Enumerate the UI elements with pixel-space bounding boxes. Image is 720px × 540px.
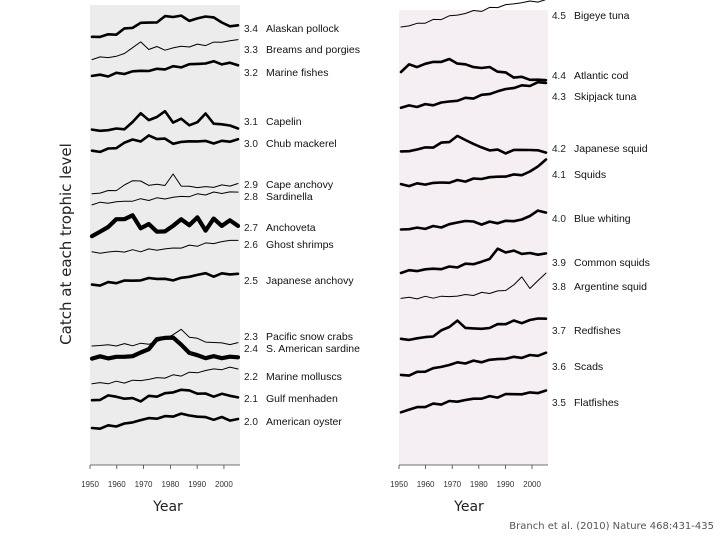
x-tick-label: 1960 bbox=[108, 480, 126, 489]
trophic-level-label: 3.0 bbox=[244, 139, 258, 150]
series-line-gulf-menhaden bbox=[90, 388, 240, 403]
trophic-level-label: 3.3 bbox=[244, 45, 258, 56]
series-name-label: Breams and porgies bbox=[266, 44, 360, 56]
x-tick-label: 2000 bbox=[523, 480, 541, 489]
series-line-japanese-squid bbox=[399, 134, 548, 155]
trophic-level-label: 2.1 bbox=[244, 394, 258, 405]
series-name-label: Cape anchovy bbox=[266, 179, 334, 191]
trophic-level-label: 4.2 bbox=[552, 144, 566, 155]
series-name-label: Gulf menhaden bbox=[266, 393, 338, 405]
x-tick-label: 1980 bbox=[470, 480, 488, 489]
trophic-level-label: 2.9 bbox=[244, 180, 258, 191]
series-name-label: Squids bbox=[574, 169, 606, 181]
trophic-level-label: 2.8 bbox=[244, 192, 258, 203]
series-name-label: Bigeye tuna bbox=[574, 10, 630, 22]
x-tick-label: 1990 bbox=[188, 480, 206, 489]
x-tick-label: 1970 bbox=[135, 480, 153, 489]
series-line-atlantic-cod bbox=[399, 57, 548, 82]
series-line-sardinella bbox=[91, 191, 239, 206]
trophic-level-label: 3.5 bbox=[552, 398, 566, 409]
trophic-level-label: 3.1 bbox=[244, 117, 258, 128]
trophic-level-label: 2.6 bbox=[244, 240, 258, 251]
series-name-label: Pacific snow crabs bbox=[266, 331, 353, 343]
trophic-level-label: 3.8 bbox=[552, 282, 566, 293]
series-name-label: Alaskan pollock bbox=[266, 23, 340, 35]
trophic-level-label: 2.7 bbox=[244, 223, 258, 234]
series-name-label: Capelin bbox=[266, 116, 302, 128]
series-name-label: Blue whiting bbox=[574, 213, 631, 225]
series-name-label: Anchoveta bbox=[266, 222, 316, 234]
series-line-cape-anchovy bbox=[91, 173, 239, 195]
series-line-alaskan-pollock bbox=[90, 14, 240, 39]
series-line-chub-mackerel bbox=[90, 134, 240, 154]
series-line-breams-and-porgies bbox=[91, 39, 239, 61]
right-panel: 1950 1960 1970 1980 1990 2000 Year 4.5 Bigeye tu… bbox=[390, 0, 650, 515]
series-line-capelin bbox=[90, 109, 240, 133]
x-tick-label: 1960 bbox=[417, 480, 435, 489]
trophic-level-label: 3.7 bbox=[552, 326, 566, 337]
trophic-level-label: 3.9 bbox=[552, 258, 566, 269]
y-axis-label: Catch at each trophic level bbox=[57, 143, 75, 345]
x-axis-label: Year bbox=[152, 499, 183, 515]
series-name-label: Flatfishes bbox=[574, 397, 619, 409]
trophic-level-label: 3.2 bbox=[244, 68, 258, 79]
x-axis-label: Year bbox=[453, 499, 484, 515]
trophic-level-label: 2.0 bbox=[244, 417, 258, 428]
trophic-level-label: 2.3 bbox=[244, 332, 258, 343]
series-line-skipjack-tuna bbox=[399, 80, 548, 110]
series-name-label: Atlantic cod bbox=[574, 70, 628, 82]
trophic-level-label: 4.1 bbox=[552, 170, 566, 181]
series-line-s-american-sardine bbox=[89, 335, 241, 361]
x-tick-label: 1950 bbox=[81, 480, 99, 489]
series-line-bigeye-tuna bbox=[400, 0, 547, 28]
trophic-level-label: 4.3 bbox=[552, 92, 566, 103]
x-tick-label: 1970 bbox=[443, 480, 461, 489]
series-line-american-oyster bbox=[90, 412, 240, 430]
series-name-label: Argentine squid bbox=[574, 281, 647, 293]
series-name-label: S. American sardine bbox=[266, 343, 360, 355]
series-line-scads bbox=[399, 351, 548, 377]
series-line-blue-whiting bbox=[399, 209, 548, 231]
series-line-flatfishes bbox=[399, 389, 548, 414]
series-name-label: Ghost shrimps bbox=[266, 239, 334, 251]
citation: Branch et al. (2010) Nature 468:431-435 bbox=[509, 521, 714, 532]
series-line-ghost-shrimps bbox=[91, 239, 239, 254]
series-line-redfishes bbox=[399, 317, 548, 342]
series-line-squids bbox=[399, 158, 548, 188]
left-panel: 1950 1960 1970 1980 1990 2000 Year 3.4 Alaskan p… bbox=[81, 5, 360, 515]
series-name-label: Marine fishes bbox=[266, 67, 328, 79]
series-name-label: Skipjack tuna bbox=[574, 91, 637, 103]
trophic-level-label: 3.6 bbox=[552, 362, 566, 373]
series-name-label: Chub mackerel bbox=[266, 138, 337, 150]
series-name-label: Scads bbox=[574, 361, 603, 373]
series-line-argentine-squid bbox=[400, 272, 547, 300]
series-name-label: Marine molluscs bbox=[266, 371, 342, 383]
trophic-level-label: 4.4 bbox=[552, 71, 566, 82]
series-line-marine-fishes bbox=[90, 59, 240, 78]
trophic-level-label: 2.4 bbox=[244, 344, 258, 355]
trophic-level-label: 2.5 bbox=[244, 276, 258, 287]
series-line-common-squids bbox=[399, 247, 548, 275]
series-name-label: American oyster bbox=[266, 416, 342, 428]
series-line-anchoveta bbox=[89, 213, 241, 239]
x-tick-label: 1980 bbox=[161, 480, 179, 489]
trophic-level-label: 4.5 bbox=[552, 11, 566, 22]
trophic-level-label: 3.4 bbox=[244, 24, 258, 35]
series-name-label: Redfishes bbox=[574, 325, 621, 337]
series-line-marine-molluscs bbox=[91, 366, 239, 385]
x-tick-label: 1990 bbox=[497, 480, 515, 489]
series-line-japanese-anchovy bbox=[90, 271, 240, 287]
series-name-label: Common squids bbox=[574, 257, 650, 269]
x-tick-label: 2000 bbox=[215, 480, 233, 489]
series-name-label: Sardinella bbox=[266, 191, 313, 203]
series-name-label: Japanese squid bbox=[574, 143, 648, 155]
plot-background bbox=[90, 5, 240, 465]
x-tick-label: 1950 bbox=[390, 480, 408, 489]
series-name-label: Japanese anchovy bbox=[266, 275, 354, 287]
trophic-level-label: 4.0 bbox=[552, 214, 566, 225]
trophic-level-label: 2.2 bbox=[244, 372, 258, 383]
